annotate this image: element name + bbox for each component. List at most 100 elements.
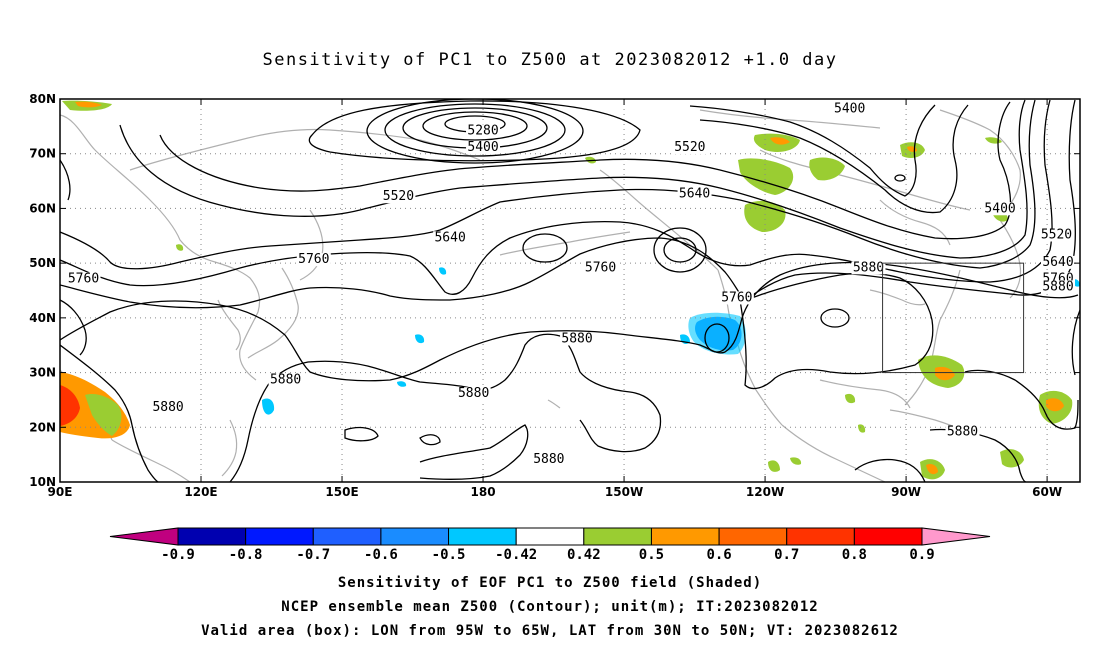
contour-label-bg — [66, 272, 101, 286]
contour-label-bg — [466, 140, 501, 154]
lon-tick-label: 150E — [325, 485, 358, 499]
contour-label: 5520 — [383, 189, 414, 204]
gulf-coast — [819, 379, 911, 409]
contour-5880-sub2 — [419, 434, 441, 446]
siberia-coast — [129, 128, 481, 171]
contour-label-bg — [983, 202, 1018, 216]
shade-green-tropical-4 — [790, 457, 802, 465]
shade-green-canada-2 — [738, 158, 794, 195]
lon-tick-label: 60W — [1032, 485, 1062, 499]
central-america — [781, 424, 886, 482]
colorbar-bin — [650, 527, 720, 546]
colorbar-label: -0.9 — [161, 547, 195, 563]
shade-cyan-small-5 — [439, 267, 447, 275]
contour-label-bg — [1039, 228, 1074, 242]
z500-contours — [60, 99, 1080, 482]
colorbar-bin — [718, 527, 788, 546]
shade-orange-tropical-1 — [926, 463, 938, 475]
colorbar-label: -0.6 — [364, 547, 398, 563]
contour-label: 5760 — [585, 260, 616, 275]
colorbar-bin — [245, 527, 314, 546]
hudson-bay — [879, 199, 951, 246]
contour-5760 — [60, 99, 1076, 309]
baja-mexico-coast — [737, 344, 783, 426]
colorbar-bin — [448, 527, 517, 546]
shade-cyan-small-4 — [415, 334, 425, 344]
lon-tick-label: 90E — [48, 485, 73, 499]
caption-line-1: Sensitivity of EOF PC1 to Z500 field (Sh… — [337, 575, 763, 591]
caption-line-2: NCEP ensemble mean Z500 (Contour); unit(… — [281, 599, 819, 615]
contour-label-bg — [583, 261, 618, 275]
lon-tick-label: 120W — [746, 485, 784, 499]
contour-5280 — [384, 103, 566, 157]
contour-label-bg — [1041, 255, 1075, 269]
plot-frame — [59, 98, 1081, 483]
shade-red-westpac — [60, 385, 80, 426]
contour-label-bg — [851, 261, 886, 275]
colorbar-label: -0.42 — [495, 547, 537, 563]
contour-5280-arctic-small — [894, 174, 906, 182]
shade-cyan-small-3 — [397, 381, 407, 387]
contour-label: 5520 — [674, 140, 705, 155]
lat-tick-label: 70N — [29, 147, 56, 161]
lat-tick-label: 20N — [29, 420, 56, 434]
shade-green-tropical-2 — [1000, 449, 1024, 468]
contour-label: 5880 — [853, 260, 884, 275]
contour-label-bg — [151, 400, 186, 414]
labrador-coast — [999, 219, 1022, 299]
colorbar-label: 0.6 — [706, 547, 731, 563]
lat-tick-label: 60N — [29, 201, 56, 215]
colorbar-label: 0.8 — [842, 547, 867, 563]
contour-label-bg — [531, 452, 566, 466]
contour-label: 5880 — [947, 424, 978, 439]
contour-label-bg — [719, 291, 754, 305]
contour-label: 5880 — [1042, 280, 1073, 295]
shade-orange-arctic-asia — [75, 101, 102, 108]
contour-label: 5400 — [984, 201, 1015, 216]
colorbar-label: 0.42 — [567, 547, 601, 563]
shade-green-tropical-3 — [768, 460, 780, 472]
contour-5880-atlantic — [964, 369, 1079, 430]
lon-tick-label: 120E — [184, 485, 217, 499]
colorbar-bin — [515, 527, 585, 546]
lon-tick-label: 150W — [605, 485, 643, 499]
contour-5880-namerica — [739, 272, 934, 390]
japan-coast — [247, 267, 299, 359]
lat-tick-label: 80N — [29, 92, 56, 106]
contour-label: 5760 — [721, 290, 752, 305]
contour-label-bg — [381, 190, 416, 204]
contour-label-bg — [672, 140, 707, 154]
lon-tick-label: 180 — [471, 485, 496, 499]
colorbar-bin — [853, 527, 923, 546]
colorbar-bin — [177, 527, 247, 546]
us-east-coast — [904, 269, 961, 406]
colorbar-bin — [786, 527, 855, 546]
colorbar-label: 0.5 — [639, 547, 664, 563]
contour-label-bg — [296, 253, 331, 267]
contour-label: 5880 — [458, 386, 489, 401]
coastlines — [60, 109, 1022, 482]
colorbar: -0.9 -0.8 -0.7 -0.6 -0.5 -0.42 0.42 0.5 0.6 0.7 0.… — [109, 527, 991, 563]
contour-label-bg — [832, 102, 867, 116]
contour-label: 5880 — [533, 452, 564, 467]
contour-label-bg — [1041, 280, 1075, 294]
contour-label: 5880 — [270, 373, 301, 388]
contour-5880-sub — [344, 426, 379, 442]
aleutians — [499, 231, 631, 256]
contour-5940-high — [820, 308, 850, 328]
colorbar-label: -0.7 — [296, 547, 330, 563]
plot-title: Sensitivity of PC1 to Z500 at 2023082012… — [262, 50, 838, 70]
contour-label: 5640 — [679, 186, 710, 201]
contour-label: 5880 — [152, 400, 183, 415]
contour-5760-cutoff — [704, 323, 730, 353]
contour-label: 5520 — [1041, 228, 1072, 243]
kamchatka-coast — [299, 209, 324, 281]
korea-coast — [217, 299, 241, 351]
contour-5880-south — [419, 424, 529, 480]
shade-cyan-small-2 — [262, 398, 275, 415]
contour-label-bg — [560, 332, 595, 346]
lat-tick-label: 40N — [29, 311, 56, 325]
shade-green-atl-small — [845, 393, 856, 404]
